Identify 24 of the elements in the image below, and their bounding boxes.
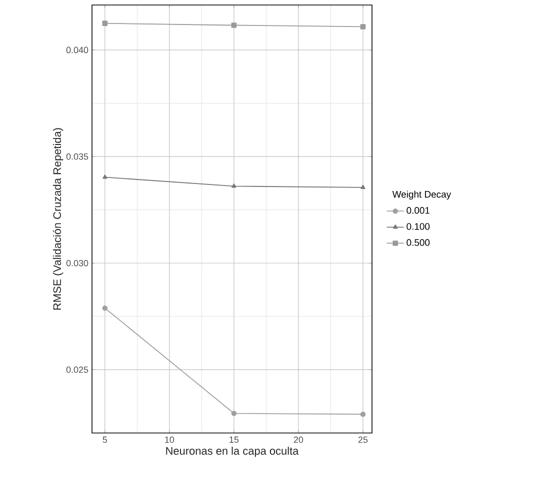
x-tick-label: 10 <box>165 436 174 443</box>
point <box>102 20 108 26</box>
legend-label: 0.500 <box>406 239 430 246</box>
y-tick-label: 0.040 <box>66 46 88 54</box>
point <box>102 174 108 179</box>
x-tick-label: 15 <box>230 436 239 443</box>
point <box>360 412 366 417</box>
legend-title: Weight Decay <box>392 190 452 200</box>
x-tick-label: 25 <box>358 436 368 443</box>
x-tick-label: 5 <box>102 436 108 443</box>
point <box>231 410 237 416</box>
legend-label: 0.100 <box>406 223 430 230</box>
y-tick-label: 0.030 <box>66 260 88 266</box>
legend-label: 0.001 <box>406 207 430 214</box>
y-axis-title: RMSE (Validación Cruzada Repetida) <box>52 128 64 310</box>
x-tick-label: 20 <box>294 436 304 443</box>
point <box>360 184 366 189</box>
point <box>231 22 237 28</box>
y-tick-label: 0.035 <box>66 153 88 160</box>
x-axis-title: Neuronas en la capa oculta <box>166 446 299 457</box>
y-tick-label: 0.025 <box>66 366 88 373</box>
point <box>102 305 108 311</box>
point <box>360 24 366 30</box>
point <box>232 184 236 188</box>
